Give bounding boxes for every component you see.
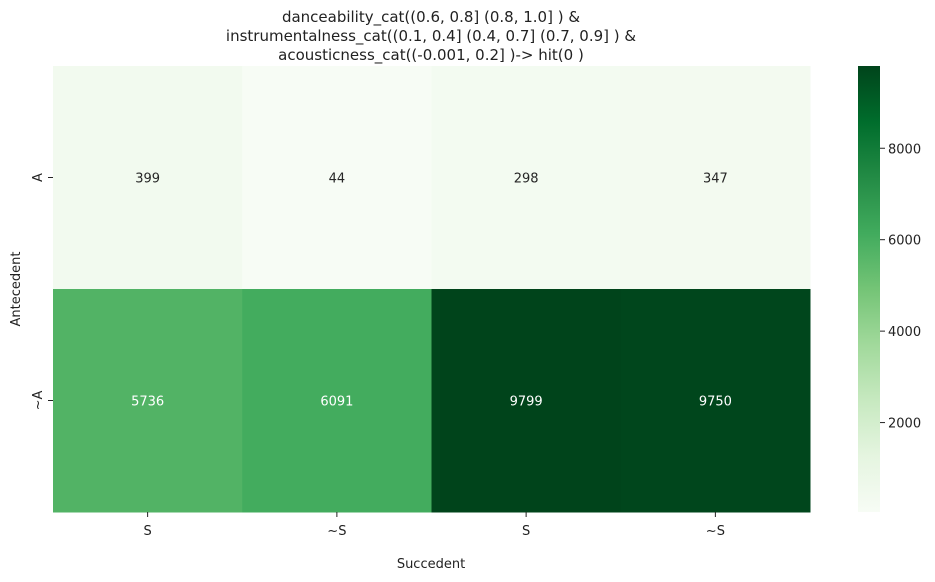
- heatmap-cell: [620, 289, 811, 513]
- chart-title: danceability_cat((0.6, 0.8] (0.8, 1.0] )…: [226, 8, 636, 65]
- x-tick-label: S: [522, 524, 530, 539]
- heatmap-cell: [431, 66, 622, 290]
- x-tick-label: ~S: [706, 524, 725, 539]
- cell-value-label: 6091: [320, 395, 353, 410]
- x-tick-label: S: [143, 524, 151, 539]
- colorbar: 2000 4000 6000 8000: [858, 66, 921, 512]
- colorbar-tick-label: 6000: [888, 234, 921, 249]
- heatmap-cell: [242, 66, 432, 290]
- y-tick-label: A: [31, 173, 46, 182]
- title-line-2: instrumentalness_cat((0.1, 0.4] (0.4, 0.…: [226, 27, 636, 46]
- colorbar-tick-label: 8000: [888, 142, 921, 157]
- heatmap-cell-labels: 399 44 298 347 5736 6091 9799 9750: [131, 172, 732, 410]
- x-axis: S ~S S ~S: [143, 512, 725, 539]
- x-axis-label: Succedent: [397, 557, 465, 572]
- y-axis: A ~A: [31, 173, 53, 410]
- cell-value-label: 9799: [510, 395, 543, 410]
- title-line-1: danceability_cat((0.6, 0.8] (0.8, 1.0] )…: [282, 8, 580, 27]
- x-tick-label: ~S: [327, 524, 346, 539]
- y-axis-label: Antecedent: [9, 252, 24, 327]
- cell-value-label: 399: [135, 172, 160, 187]
- colorbar-gradient: [858, 66, 880, 512]
- cell-value-label: 347: [703, 172, 728, 187]
- cell-value-label: 298: [514, 172, 539, 187]
- heatmap-cell: [242, 289, 432, 513]
- colorbar-tick-label: 2000: [888, 417, 921, 432]
- y-tick-label: ~A: [31, 391, 46, 411]
- cell-value-label: 44: [329, 172, 346, 187]
- heatmap-cell: [53, 66, 243, 290]
- colorbar-tick-label: 4000: [888, 325, 921, 340]
- title-line-3: acousticness_cat((-0.001, 0.2] )-> hit(0…: [278, 46, 584, 65]
- heatmap-cell: [53, 289, 243, 513]
- heatmap-cells: [53, 66, 811, 513]
- heatmap-cell: [620, 66, 811, 290]
- heatmap-cell: [431, 289, 622, 513]
- cell-value-label: 5736: [131, 395, 164, 410]
- cell-value-label: 9750: [699, 395, 732, 410]
